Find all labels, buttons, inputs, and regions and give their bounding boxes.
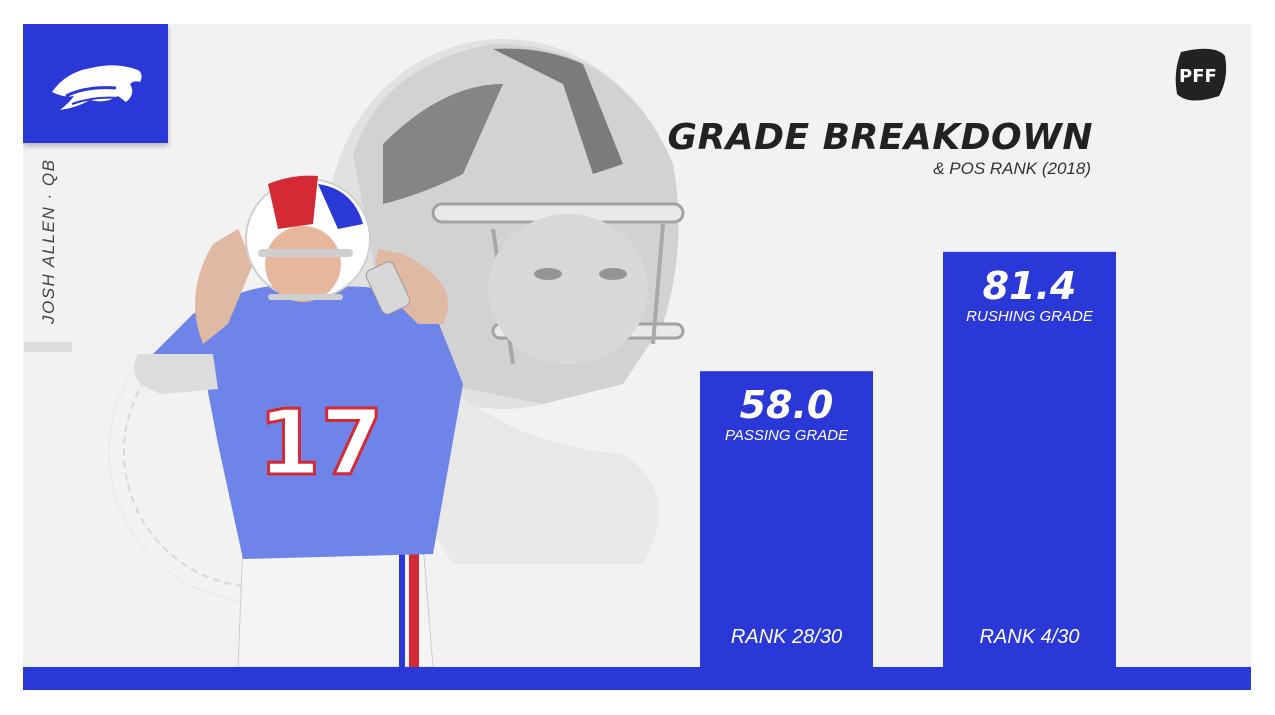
divider <box>24 342 72 352</box>
svg-text:17: 17 <box>258 391 383 496</box>
pff-logo-text: PFF <box>1179 66 1217 87</box>
pff-logo: PFF <box>1175 48 1227 101</box>
bar-category-label: RUSHING GRADE <box>966 308 1094 325</box>
bottom-accent-bar <box>23 667 1251 690</box>
bar-category-label: PASSING GRADE <box>725 427 849 444</box>
bar-value-label: 58.0 <box>740 383 834 427</box>
bar-rank-label: RANK 4/30 <box>979 626 1079 648</box>
bar-value-label: 81.4 <box>983 264 1077 308</box>
chart-subtitle: & POS RANK (2018) <box>933 159 1091 178</box>
player-photo: 17 <box>108 39 685 668</box>
buffalo-icon <box>51 64 142 110</box>
chart-title: GRADE BREAKDOWN <box>667 117 1093 158</box>
bar-rushing-grade <box>943 251 1116 668</box>
quarterback-image: 17 <box>133 175 463 668</box>
team-logo <box>23 24 168 143</box>
bar-rank-label: RANK 28/30 <box>731 626 842 648</box>
football-icon <box>1175 48 1227 101</box>
graphic-card: 17 JOSH ALLEN · QB PFF GRADE BREAKDOWN &… <box>23 24 1251 690</box>
bar-passing-grade <box>700 371 873 667</box>
